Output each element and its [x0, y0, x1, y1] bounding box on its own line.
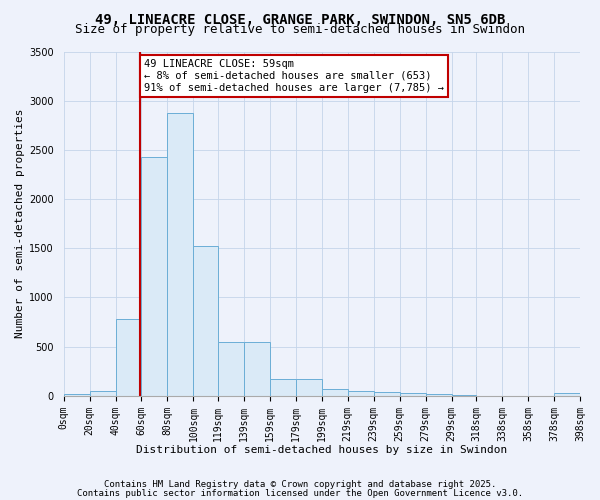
Bar	[167, 114, 193, 396]
Bar	[296, 379, 322, 396]
X-axis label: Distribution of semi-detached houses by size in Swindon: Distribution of semi-detached houses by …	[136, 445, 508, 455]
Bar	[89, 392, 116, 396]
Bar	[270, 378, 296, 396]
Text: 49, LINEACRE CLOSE, GRANGE PARK, SWINDON, SN5 6DB: 49, LINEACRE CLOSE, GRANGE PARK, SWINDON…	[95, 12, 505, 26]
Bar	[244, 342, 270, 396]
Text: Contains HM Land Registry data © Crown copyright and database right 2025.: Contains HM Land Registry data © Crown c…	[104, 480, 496, 489]
Text: Contains public sector information licensed under the Open Government Licence v3: Contains public sector information licen…	[77, 488, 523, 498]
Bar	[400, 394, 425, 396]
Bar	[348, 392, 374, 396]
Bar	[64, 394, 89, 396]
Text: Size of property relative to semi-detached houses in Swindon: Size of property relative to semi-detach…	[75, 22, 525, 36]
Bar	[218, 342, 244, 396]
Bar	[142, 157, 167, 396]
Bar	[554, 393, 580, 396]
Y-axis label: Number of semi-detached properties: Number of semi-detached properties	[15, 109, 25, 338]
Bar	[374, 392, 400, 396]
Bar	[193, 246, 218, 396]
Bar	[425, 394, 452, 396]
Text: 49 LINEACRE CLOSE: 59sqm
← 8% of semi-detached houses are smaller (653)
91% of s: 49 LINEACRE CLOSE: 59sqm ← 8% of semi-de…	[144, 60, 444, 92]
Bar	[322, 389, 348, 396]
Bar	[116, 319, 142, 396]
